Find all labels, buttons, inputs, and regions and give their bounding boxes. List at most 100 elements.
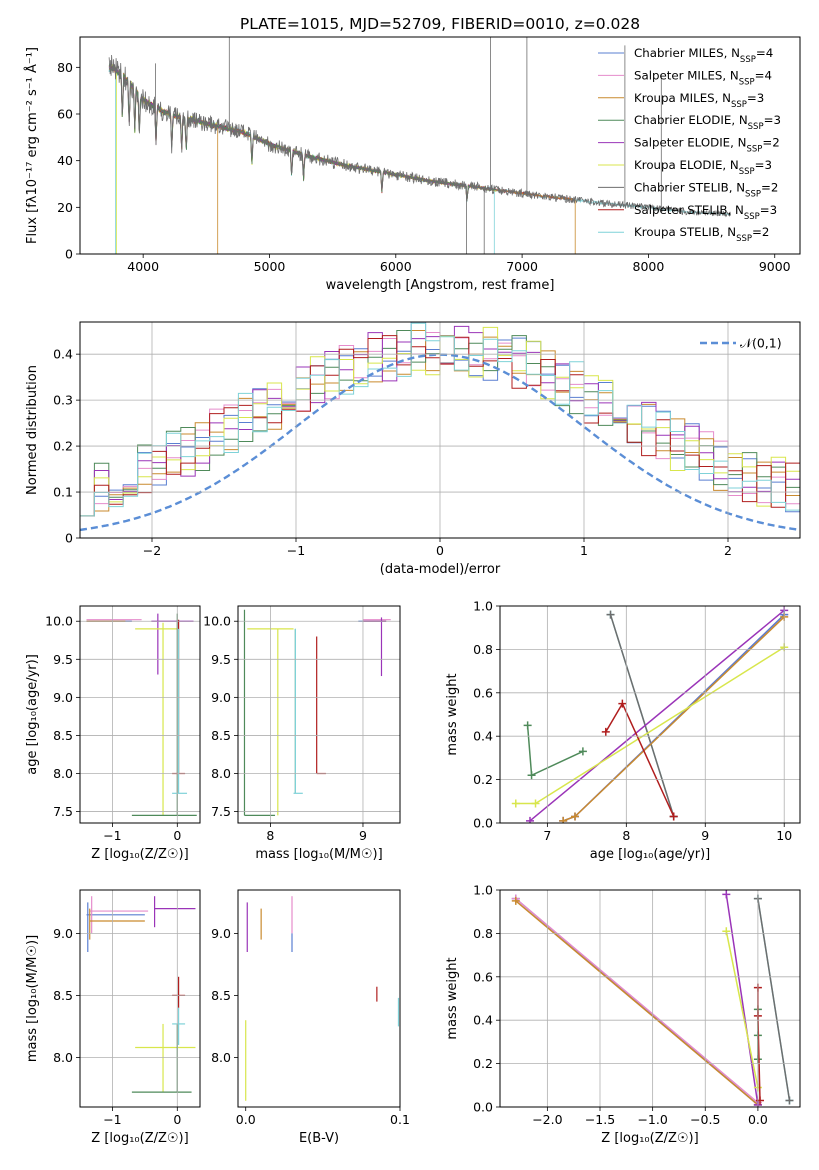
- spectrum-frame: [79, 36, 801, 255]
- spectrum-ytick-label: 40: [57, 153, 73, 168]
- weight_vs_Z-ytick-label: 0.4: [473, 1013, 493, 1028]
- mass_vs_Z-ytick-label: 9.0: [53, 926, 73, 941]
- spectrum-xtick-label: 7000: [506, 259, 538, 274]
- weight_vs_age-point-marker: [606, 610, 615, 619]
- weight_vs_age-plot: [511, 606, 789, 823]
- age_vs_Z-ytick-label: 9.0: [53, 690, 73, 705]
- figure-title: PLATE=1015, MJD=52709, FIBERID=0010, z=0…: [240, 15, 640, 33]
- weight_vs_Z-line-chabrier-stelib: [757, 898, 791, 1101]
- legend-subscript: SSP: [739, 77, 755, 87]
- spectrum-xtick-label: 8000: [633, 259, 665, 274]
- mass_vs_Z-xtick-label: −1: [103, 1112, 121, 1127]
- age_vs_mass-plot: [243, 609, 391, 816]
- spectrum-series-salpeter-stelib: [108, 64, 576, 202]
- weight_vs_age-xlabel: age [log₁₀(age/yr)]: [590, 847, 711, 862]
- mass_vs_Z-ytick-label: 8.5: [53, 988, 73, 1003]
- residuals-ytick-label: 0.2: [53, 439, 73, 454]
- residuals-xtick-label: 0: [436, 543, 444, 558]
- spectrum-ytick-label: 60: [57, 107, 73, 122]
- weight_vs_age-xtick-label: 7: [543, 828, 551, 843]
- weight_vs_age-point-marker: [669, 812, 678, 821]
- weight_vs_age-point-marker: [618, 699, 627, 708]
- weight_vs_Z-ylabel: mass weight: [445, 957, 460, 1039]
- age_vs_Z-ytick-label: 8.5: [53, 728, 73, 743]
- mass_vs_Z-xlabel: Z [log₁₀(Z/Z☉)]: [91, 1131, 188, 1146]
- weight_vs_Z-ytick-label: 1.0: [473, 883, 493, 898]
- weight_vs_age-line-salpeter-stelib: [605, 701, 675, 817]
- weight_vs_Z-point-marker: [722, 927, 731, 936]
- weight_vs_age-frame: [499, 605, 801, 824]
- age_vs_mass-ytick-label: 10.0: [203, 614, 231, 629]
- weight_vs_age-ytick-label: 0.6: [473, 685, 493, 700]
- mass_vs_ebv-xtick-label: 0.0: [236, 1112, 256, 1127]
- residuals-xtick-label: −2: [143, 543, 161, 558]
- residuals-axes: −2 −1 0 1 2 0 0.1 0.2 0.3 0.4 (data-model)/error No…: [25, 321, 801, 577]
- weight_vs_age-point-marker: [578, 747, 587, 756]
- weight_vs_age-point-marker: [571, 812, 579, 821]
- legend-subscript: SSP: [748, 122, 764, 132]
- age_vs_Z-ylabel: age [log₁₀(age/yr)]: [25, 654, 40, 775]
- weight_vs_Z-ytick-label: 0.0: [473, 1100, 493, 1115]
- weight_vs_age-ytick-label: 0.4: [473, 729, 493, 744]
- mass_vs_ebv-ytick-label: 8.0: [211, 1050, 231, 1065]
- spectrum-xlabel: wavelength [Angstrom, rest frame]: [326, 278, 555, 293]
- weight_vs_Z-line-kroupa-elodie: [725, 931, 759, 1088]
- residual-legend-label: 𝒩(0,1): [740, 336, 782, 351]
- gaussian-curve: [80, 353, 798, 532]
- weight_vs_age-ytick-label: 0.8: [473, 642, 493, 657]
- spectrum-legend-label: Chabrier ELODIE, NSSP=3: [634, 113, 781, 132]
- weight_vs_age-axes: 7 8 9 10 0.0 0.2 0.4 0.6 0.8 1.0 age [log₁₀(age/yr…: [445, 599, 801, 862]
- weight_vs_age-point-marker: [523, 721, 532, 730]
- age_vs_Z-ytick-label: 10.0: [45, 614, 73, 629]
- age_vs_mass-ytick-label: 9.5: [211, 652, 231, 667]
- weight_vs_age-point-marker: [527, 771, 536, 780]
- residuals-xtick-label: 1: [580, 543, 588, 558]
- spectrum-ytick-label: 20: [57, 200, 73, 215]
- weight_vs_age-ytick-label: 0.2: [473, 772, 493, 787]
- weight_vs_Z-ytick-label: 0.6: [473, 969, 493, 984]
- legend-subscript: SSP: [745, 189, 761, 199]
- weight_vs_age-ytick-label: 1.0: [473, 599, 493, 614]
- spectrum-xtick-label: 9000: [759, 259, 791, 274]
- legend-subscript: SSP: [740, 55, 756, 65]
- age_vs_mass-ytick-label: 8.0: [211, 766, 231, 781]
- weight_vs_Z-line-salpeter-miles: [515, 898, 759, 1104]
- age_vs_mass-ytick-label: 8.5: [211, 728, 231, 743]
- age_vs_Z-xlabel: Z [log₁₀(Z/Z☉)]: [91, 847, 188, 862]
- weight_vs_Z-line-salpeter-elodie: [725, 894, 759, 1105]
- spectrum-legend-label: Chabrier MILES, NSSP=4: [634, 46, 773, 65]
- age_vs_Z-ytick-label: 9.5: [53, 652, 73, 667]
- spectrum-xtick-label: 6000: [380, 259, 412, 274]
- weight_vs_Z-point-marker: [756, 1096, 764, 1105]
- mass_vs_Z-frame: [79, 889, 201, 1108]
- weight_vs_age-point-marker: [559, 816, 568, 823]
- weight_vs_age-ylabel: mass weight: [445, 673, 460, 755]
- residuals-xlabel: (data-model)/error: [380, 562, 501, 577]
- mass_vs_ebv-ytick-label: 9.0: [211, 926, 231, 941]
- weight_vs_age-line-chabrier-stelib: [609, 614, 675, 817]
- weight_vs_age-line-salpeter-elodie: [529, 609, 785, 822]
- weight_vs_Z-xtick-label: −1.5: [585, 1112, 615, 1127]
- spectrum-series-chabrier-stelib: [108, 37, 731, 254]
- residuals-xtick-label: −1: [287, 543, 305, 558]
- weight_vs_Z-line-kroupa-miles: [515, 900, 759, 1106]
- legend-subscript: SSP: [746, 145, 762, 155]
- weight_vs_Z-ytick-label: 0.2: [473, 1056, 493, 1071]
- weight_vs_age-xtick-label: 8: [622, 828, 630, 843]
- weight_vs_age-ytick-label: 0.0: [473, 816, 493, 831]
- weight_vs_age-point-marker: [531, 799, 540, 808]
- residuals-xtick-label: 2: [724, 543, 732, 558]
- mass_vs_ebv-xlabel: E(B-V): [299, 1131, 339, 1146]
- age_vs_Z-ytick-label: 8.0: [53, 766, 73, 781]
- age_vs_Z-ytick-label: 7.5: [53, 804, 73, 819]
- legend-subscript: SSP: [736, 234, 752, 244]
- age_vs_mass-ytick-label: 7.5: [211, 804, 231, 819]
- age_vs_Z-frame: [79, 605, 201, 824]
- mass_vs_Z-plot: [86, 896, 196, 1093]
- weight_vs_Z-point-marker: [785, 1096, 794, 1105]
- weight_vs_Z-point-marker: [511, 896, 520, 905]
- weight_vs_age-xtick-label: 9: [701, 828, 709, 843]
- weight_vs_Z-axes: −2.0 −1.5 −1.0 −0.5 0.0 0.0 0.2 0.4 0.6 0.8 1.0 Z […: [445, 883, 801, 1146]
- weight_vs_Z-frame: [499, 889, 801, 1108]
- age_vs_mass-frame: [237, 605, 401, 824]
